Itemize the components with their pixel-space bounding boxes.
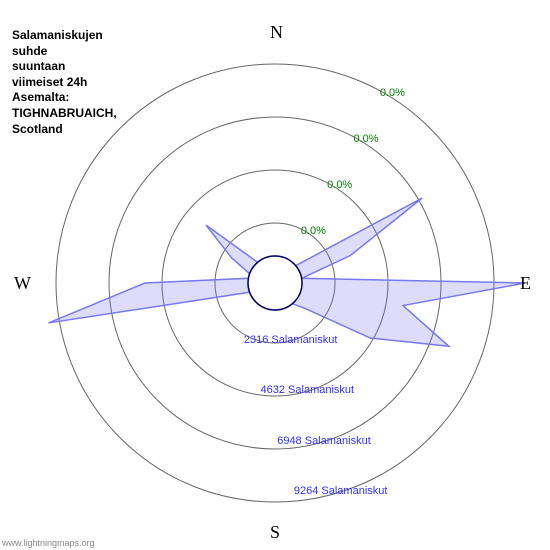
- ring-percent-label: 0.0%: [301, 225, 326, 237]
- ring-percent-label: 0.0%: [327, 179, 352, 191]
- attribution: www.lightningmaps.org: [2, 538, 95, 548]
- ring-count-label: 6948 Salamaniskut: [277, 435, 371, 447]
- ring-count-label: 2316 Salamaniskut: [244, 334, 338, 346]
- cardinal-east: E: [520, 273, 531, 294]
- cardinal-north: N: [270, 22, 283, 43]
- cardinal-west: W: [14, 273, 31, 294]
- center-circle: [248, 256, 302, 310]
- ring-percent-label: 0.0%: [380, 87, 405, 99]
- ring-count-label: 4632 Salamaniskut: [261, 384, 355, 396]
- cardinal-south: S: [270, 522, 280, 543]
- ring-count-label: 9264 Salamaniskut: [294, 485, 388, 497]
- chart-title: Salamaniskujen suhde suuntaan viimeiset …: [12, 28, 117, 137]
- ring-percent-label: 0.0%: [353, 133, 378, 145]
